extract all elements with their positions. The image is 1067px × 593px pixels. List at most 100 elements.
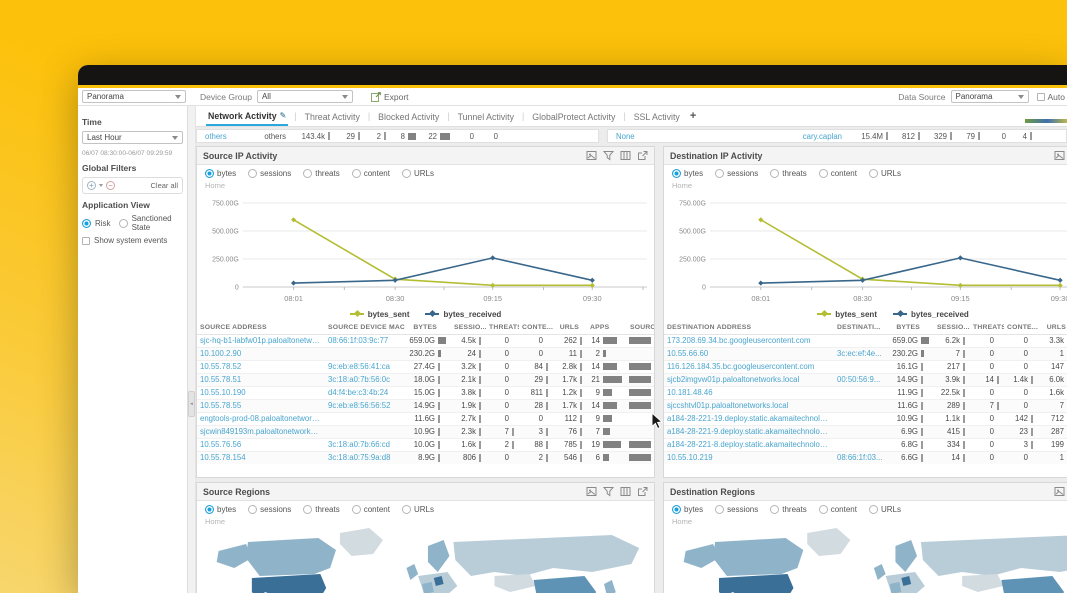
radio-urls[interactable]: URLs [401, 504, 434, 514]
address-link[interactable]: a184-28-221-19.deploy.static.akamaitechn… [664, 411, 834, 425]
address-link[interactable]: engtools-prod-08.paloaltonetworks.local [197, 411, 325, 425]
address-link[interactable]: 10.55.78.51 [197, 372, 325, 386]
edit-tab-pencil-icon[interactable]: ✎ [279, 111, 287, 120]
radio-bytes[interactable]: bytes [672, 504, 703, 514]
sidebar-collapse-handle[interactable]: ◂ [188, 391, 195, 417]
add-filter-icon[interactable]: + [87, 181, 96, 190]
column-header[interactable]: CONTE... [1004, 321, 1038, 335]
radio-content[interactable]: content [818, 168, 857, 178]
mac-link[interactable]: 3c:18:a0:75:9a:d8 [325, 450, 407, 464]
column-header[interactable]: SOURC... [627, 321, 654, 335]
tab-threat-activity[interactable]: Threat Activity [303, 108, 362, 125]
risk-radio[interactable] [82, 218, 91, 228]
radio-sessions[interactable]: sessions [715, 504, 758, 514]
radio-sessions[interactable]: sessions [715, 168, 758, 178]
legend-item-bytes_received[interactable]: bytes_received [892, 310, 969, 319]
radio-content[interactable]: content [351, 168, 390, 178]
address-link[interactable]: a184-28-221-9.deploy.static.akamaitechno… [664, 424, 834, 438]
sanctioned-state-radio[interactable] [118, 218, 128, 228]
radio-content[interactable]: content [351, 504, 390, 514]
radio-sessions[interactable]: sessions [248, 504, 291, 514]
image-icon[interactable] [1054, 486, 1065, 497]
radio-content[interactable]: content [818, 504, 857, 514]
address-link[interactable]: 10.55.78.154 [197, 450, 325, 464]
export-button[interactable]: Export [370, 92, 409, 102]
address-link[interactable]: 10.55.66.60 [664, 346, 834, 360]
image-icon[interactable] [586, 486, 597, 497]
mac-link[interactable]: 9c:eb:e8:56:56:52 [325, 398, 407, 412]
image-icon[interactable] [1054, 150, 1065, 161]
column-header[interactable]: URLS [553, 321, 587, 335]
address-link[interactable]: a184-28-221-8.deploy.static.akamaitechno… [664, 437, 834, 451]
mac-link[interactable]: 9c:eb:e8:56:41:ca [325, 359, 407, 373]
radio-threats[interactable]: threats [770, 504, 807, 514]
mac-link[interactable]: 3c:18:a0:7b:66:cd [325, 437, 407, 451]
column-header[interactable]: SESSIO... [451, 321, 486, 335]
radio-sessions[interactable]: sessions [248, 168, 291, 178]
tab-globalprotect-activity[interactable]: GlobalProtect Activity [530, 108, 617, 125]
radio-urls[interactable]: URLs [868, 504, 901, 514]
address-link[interactable]: sjc-hq-b1-labfw01p.paloaltonetworks.l... [200, 336, 325, 345]
device-group-select[interactable]: All [256, 90, 353, 103]
radio-threats[interactable]: threats [770, 168, 807, 178]
radio-bytes[interactable]: bytes [205, 504, 236, 514]
legend-item-bytes_sent[interactable]: bytes_sent [817, 310, 877, 319]
row-link[interactable]: others [205, 131, 227, 141]
radio-threats[interactable]: threats [303, 168, 340, 178]
column-header[interactable]: DESTINATION ADDRESS [664, 321, 834, 335]
add-tab-button[interactable]: + [689, 110, 697, 122]
column-header[interactable]: BYTES [407, 321, 451, 335]
radio-bytes[interactable]: bytes [672, 168, 703, 178]
address-link[interactable]: 10.55.10.190 [197, 385, 325, 399]
time-select[interactable]: Last Hour [82, 131, 183, 144]
external-link-icon[interactable] [637, 486, 648, 497]
address-link[interactable]: 10.100.2.90 [197, 346, 325, 360]
column-header[interactable]: THREATS [970, 321, 1004, 335]
address-link[interactable]: 116.126.184.35.bc.googleusercontent.com [664, 359, 834, 373]
radio-threats[interactable]: threats [303, 504, 340, 514]
radio-bytes[interactable]: bytes [205, 168, 236, 178]
filter-icon[interactable] [603, 486, 614, 497]
column-header[interactable]: CONTE... [519, 321, 553, 335]
tab-tunnel-activity[interactable]: Tunnel Activity [456, 108, 516, 125]
address-link[interactable]: 10.181.48.46 [664, 385, 834, 399]
column-header[interactable]: APPS [587, 321, 627, 335]
image-icon[interactable] [586, 150, 597, 161]
address-link[interactable]: sjcwin849193m.paloaltonetworks.local [197, 424, 325, 438]
address-link[interactable]: 10.55.10.219 [664, 450, 834, 464]
mac-link[interactable]: 08:66:1f:03... [834, 450, 890, 464]
legend-item-bytes_received[interactable]: bytes_received [425, 310, 501, 319]
mac-link[interactable]: 3c:18:a0:7b:56:0c [325, 372, 407, 386]
legend-item-bytes_sent[interactable]: bytes_sent [349, 310, 409, 319]
column-header[interactable]: BYTES [890, 321, 934, 335]
auto-refresh-checkbox[interactable] [1036, 92, 1045, 101]
column-header[interactable]: SOURCE DEVICE MAC [325, 321, 407, 335]
radio-urls[interactable]: URLs [401, 168, 434, 178]
column-header[interactable]: THREATS [486, 321, 519, 335]
columns-icon[interactable] [620, 486, 631, 497]
mac-link[interactable]: 3c:ec:ef:4e... [834, 346, 890, 360]
column-header[interactable]: DESTINATI... [834, 321, 890, 335]
tab-network-activity[interactable]: Network Activity ✎ [206, 107, 289, 126]
filter-icon[interactable] [603, 150, 614, 161]
mac-link[interactable]: d4:f4:be:c3:4b:24 [325, 385, 407, 399]
column-header[interactable]: SESSIO... [934, 321, 970, 335]
tab-blocked-activity[interactable]: Blocked Activity [376, 108, 441, 125]
address-link[interactable]: 10.55.76.56 [197, 437, 325, 451]
row-link[interactable]: None [616, 131, 635, 141]
data-source-select[interactable]: Panorama [950, 90, 1029, 103]
columns-icon[interactable] [620, 150, 631, 161]
context-select[interactable]: Panorama [82, 90, 186, 103]
column-header[interactable]: URLS [1038, 321, 1067, 335]
tab-ssl-activity[interactable]: SSL Activity [632, 108, 682, 125]
mac-link[interactable]: 00:50:56:9... [834, 372, 890, 386]
address-link[interactable]: 173.208.69.34.bc.googleusercontent.com [667, 336, 811, 345]
clear-all-link[interactable]: Clear all [150, 181, 178, 190]
address-link[interactable]: sjcb2imgvw01p.paloaltonetworks.local [664, 372, 834, 386]
address-link[interactable]: sjccshtvl01p.paloaltonetworks.local [664, 398, 834, 412]
radio-urls[interactable]: URLs [868, 168, 901, 178]
remove-filter-icon[interactable]: − [106, 181, 115, 190]
mac-link[interactable]: 08:66:1f:03:9c:77 [328, 336, 389, 345]
show-system-events-checkbox[interactable] [82, 236, 90, 245]
user-link[interactable]: cary.caplan [802, 131, 842, 141]
